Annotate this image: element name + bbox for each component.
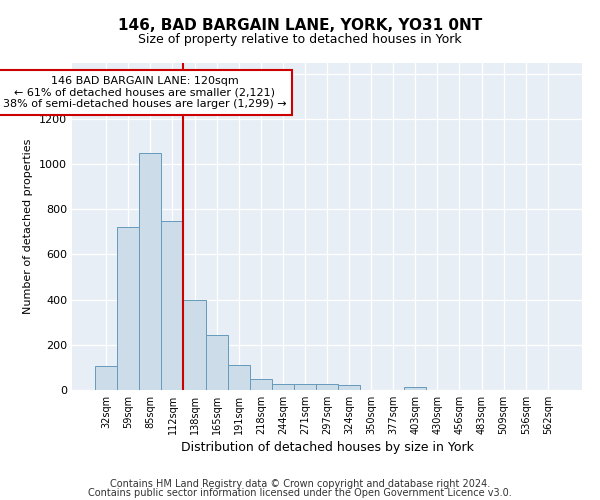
Bar xyxy=(316,384,338,390)
Bar xyxy=(294,384,316,390)
Bar xyxy=(404,386,427,390)
Bar xyxy=(139,153,161,390)
Text: Contains HM Land Registry data © Crown copyright and database right 2024.: Contains HM Land Registry data © Crown c… xyxy=(110,479,490,489)
Bar xyxy=(272,384,294,390)
Bar xyxy=(227,365,250,390)
Bar xyxy=(250,378,272,390)
Bar xyxy=(338,386,360,390)
Y-axis label: Number of detached properties: Number of detached properties xyxy=(23,138,34,314)
Text: Size of property relative to detached houses in York: Size of property relative to detached ho… xyxy=(138,32,462,46)
Bar xyxy=(95,366,117,390)
X-axis label: Distribution of detached houses by size in York: Distribution of detached houses by size … xyxy=(181,441,473,454)
Bar xyxy=(206,335,227,390)
Bar xyxy=(117,228,139,390)
Bar xyxy=(184,300,206,390)
Text: Contains public sector information licensed under the Open Government Licence v3: Contains public sector information licen… xyxy=(88,488,512,498)
Text: 146 BAD BARGAIN LANE: 120sqm
← 61% of detached houses are smaller (2,121)
38% of: 146 BAD BARGAIN LANE: 120sqm ← 61% of de… xyxy=(3,76,287,110)
Text: 146, BAD BARGAIN LANE, YORK, YO31 0NT: 146, BAD BARGAIN LANE, YORK, YO31 0NT xyxy=(118,18,482,32)
Bar xyxy=(161,220,184,390)
